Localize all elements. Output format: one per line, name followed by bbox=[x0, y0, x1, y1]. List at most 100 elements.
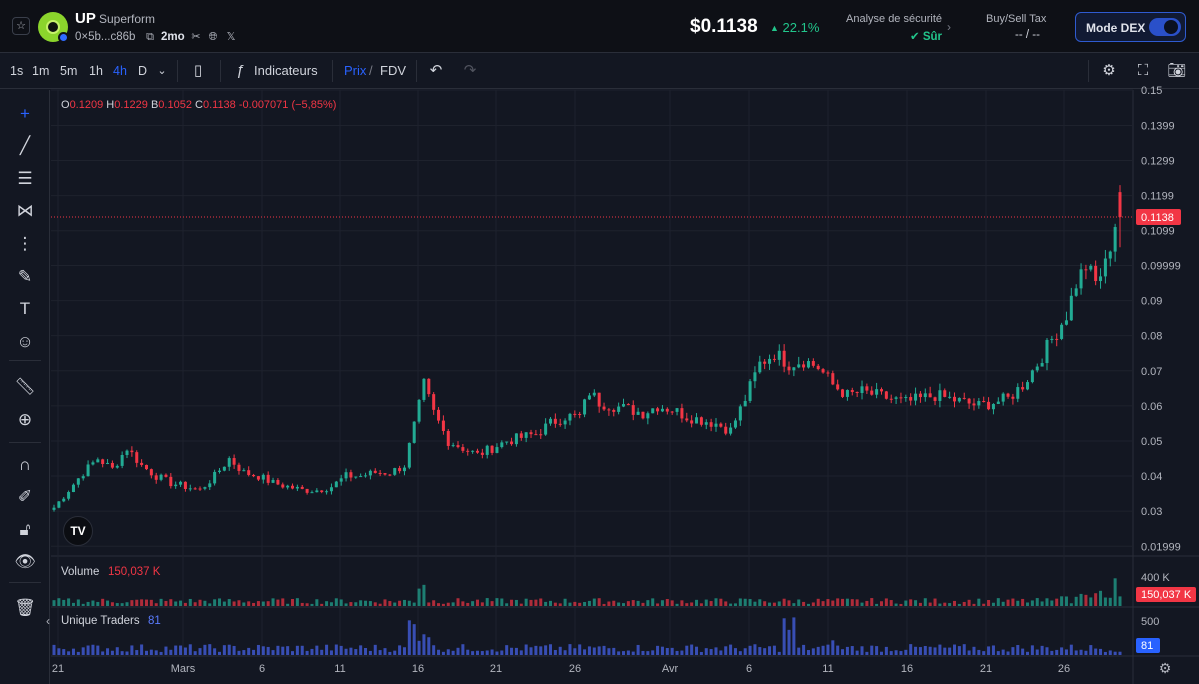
traders-bar bbox=[987, 646, 991, 655]
candle-body bbox=[247, 470, 251, 475]
crosshair-icon[interactable]: + bbox=[20, 104, 30, 123]
brush-icon[interactable]: ✎ bbox=[17, 267, 33, 286]
volume-bar bbox=[772, 602, 776, 606]
magnet-icon[interactable]: ∩ bbox=[18, 455, 32, 474]
volume-bar bbox=[729, 603, 733, 606]
trend-line-icon[interactable]: ╱ bbox=[19, 136, 31, 155]
timeframe-1h[interactable]: 1h bbox=[89, 64, 103, 78]
traders-bar bbox=[928, 646, 932, 655]
volume-bar bbox=[553, 602, 557, 606]
timeframe-1m[interactable]: 1m bbox=[32, 64, 50, 78]
volume-bar bbox=[364, 600, 368, 606]
traders-bar bbox=[441, 651, 445, 655]
traders-bar bbox=[1030, 645, 1034, 655]
security-title[interactable]: Analyse de sécurité bbox=[846, 13, 942, 25]
collapse-pane-icon[interactable]: ‹ bbox=[46, 614, 50, 628]
candle-body bbox=[943, 390, 947, 397]
candle-body bbox=[500, 442, 504, 448]
timeframe-D[interactable]: D bbox=[138, 64, 148, 78]
price-toggle[interactable]: Prix bbox=[344, 63, 367, 78]
candle-body bbox=[57, 501, 61, 508]
timeframe-1s[interactable]: 1s bbox=[10, 64, 24, 78]
y-tick-label: 0.15 bbox=[1141, 85, 1162, 97]
fdv-toggle[interactable]: FDV bbox=[380, 63, 406, 78]
candle-body bbox=[485, 445, 489, 455]
candle-body bbox=[76, 478, 80, 485]
globe-icon[interactable]: 🌐︎ bbox=[208, 31, 218, 43]
volume-bar bbox=[612, 600, 616, 606]
volume-bar bbox=[339, 599, 343, 606]
volume-bar bbox=[865, 600, 869, 606]
dex-mode-toggle[interactable] bbox=[1149, 18, 1181, 36]
traders-bar bbox=[612, 647, 616, 655]
lock-drawing-icon[interactable]: ✐ bbox=[17, 487, 33, 506]
pattern-icon[interactable]: ⋈ bbox=[16, 201, 34, 220]
camera-icon[interactable]: 📷︎ bbox=[1167, 62, 1187, 79]
undo-icon[interactable]: ↶ bbox=[429, 62, 443, 79]
eye-icon[interactable]: 👁︎ bbox=[14, 552, 36, 571]
traders-bar bbox=[811, 648, 815, 655]
tradingview-logo[interactable]: TV bbox=[63, 516, 93, 546]
volume-bar bbox=[227, 599, 231, 606]
tools-icon[interactable]: ✂ bbox=[191, 31, 201, 43]
fx-icon[interactable]: ƒ bbox=[235, 62, 245, 79]
chevron-right-icon[interactable]: › bbox=[947, 20, 951, 34]
traders-bar bbox=[1079, 649, 1083, 655]
lock-icon[interactable]: 🔓︎ bbox=[19, 520, 31, 539]
redo-icon[interactable]: ↷ bbox=[463, 62, 477, 79]
timeframe-5m[interactable]: 5m bbox=[60, 64, 78, 78]
volume-bar bbox=[1016, 600, 1020, 606]
tools-divider bbox=[9, 582, 41, 583]
fib-retracement-icon[interactable]: ⋮ bbox=[16, 234, 34, 253]
y-tick-label: 0.1099 bbox=[1141, 226, 1175, 238]
timeframe-4h[interactable]: 4h bbox=[113, 64, 127, 78]
x-tick-label: 21 bbox=[980, 663, 992, 675]
traders-bar bbox=[845, 646, 849, 655]
ruler-icon[interactable]: 📏︎ bbox=[14, 377, 36, 396]
indicators-button[interactable]: Indicateurs bbox=[254, 63, 318, 78]
volume-bar bbox=[461, 601, 465, 606]
volume-bar bbox=[578, 602, 582, 606]
candle-body bbox=[855, 391, 859, 393]
traders-bar bbox=[1099, 648, 1103, 655]
volume-bar bbox=[237, 600, 241, 606]
traders-bar bbox=[879, 651, 883, 655]
candles-icon[interactable]: ▯ bbox=[193, 62, 203, 79]
traders-bar bbox=[188, 644, 192, 655]
horizontal-lines-icon[interactable]: ☰ bbox=[17, 169, 33, 188]
volume-bar bbox=[120, 603, 124, 606]
candle-body bbox=[1089, 265, 1093, 270]
zoom-in-icon[interactable]: ⊕ bbox=[17, 410, 33, 429]
volume-bar bbox=[208, 603, 212, 606]
candle-body bbox=[256, 476, 260, 480]
copy-icon[interactable]: ⧉ bbox=[146, 31, 154, 43]
y-tick-label: 0.03 bbox=[1141, 506, 1162, 518]
settings-icon[interactable]: ⚙ bbox=[1102, 62, 1116, 79]
security-status[interactable]: ✔ Sûr bbox=[910, 29, 942, 43]
x-twitter-icon[interactable]: 𝕏 bbox=[226, 31, 236, 43]
volume-bar bbox=[1021, 598, 1025, 606]
volume-bar bbox=[495, 598, 499, 606]
star-icon[interactable]: ☆ bbox=[12, 17, 30, 35]
volume-bar bbox=[1001, 601, 1005, 606]
text-icon[interactable]: T bbox=[19, 299, 31, 318]
candle-body bbox=[106, 462, 110, 464]
traders-bar bbox=[797, 647, 801, 655]
trash-icon[interactable]: 🗑︎ bbox=[14, 598, 36, 617]
dex-mode-button[interactable]: Mode DEX bbox=[1075, 12, 1186, 42]
traders-bar bbox=[621, 651, 626, 655]
volume-bar bbox=[719, 598, 723, 606]
traders-bar bbox=[1055, 649, 1059, 655]
fullscreen-icon[interactable]: ⛶ bbox=[1137, 62, 1149, 79]
candle-body bbox=[889, 398, 893, 400]
volume-bar bbox=[1084, 594, 1088, 606]
x-tick-label: 6 bbox=[746, 663, 752, 675]
token-address[interactable]: 0×5b...c86b bbox=[75, 31, 136, 43]
candle-body bbox=[1055, 338, 1059, 340]
traders-bar bbox=[607, 648, 611, 655]
chevron-down-icon[interactable]: ⌄ bbox=[157, 65, 167, 77]
emoji-icon[interactable]: ☺ bbox=[16, 332, 34, 351]
gear-icon[interactable]: ⚙ bbox=[1158, 660, 1172, 676]
traders-bar bbox=[490, 649, 494, 655]
